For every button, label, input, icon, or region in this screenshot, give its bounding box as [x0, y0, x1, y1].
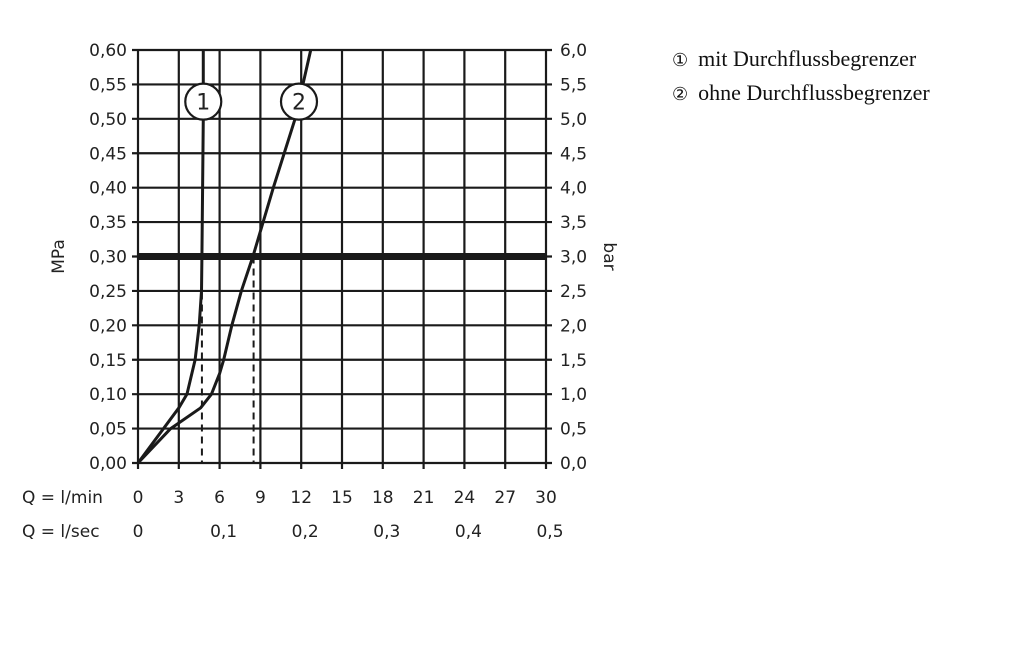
x-tick-label: 15 — [331, 488, 353, 508]
legend-marker: ② — [672, 84, 689, 105]
y-right-tick-label: 5,5 — [560, 75, 587, 95]
x-tick-label: 0 — [133, 488, 144, 508]
x-tick-label: 18 — [372, 488, 394, 508]
y-tick-label: 0,45 — [89, 144, 127, 164]
y-right-tick-label: 1,0 — [560, 385, 587, 405]
y-tick-label: 0,10 — [89, 385, 127, 405]
y-right-tick-label: 6,0 — [560, 41, 587, 61]
y-tick-label: 0,00 — [89, 454, 127, 474]
legend-label: mit Durchflussbegrenzer — [698, 46, 917, 71]
y-tick-label: 0,15 — [89, 351, 127, 371]
series-label-circle-1 — [184, 82, 223, 121]
y-tick-label: 0,50 — [89, 110, 127, 130]
legend: ① mit Durchflussbegrenzer ② ohne Durchflus… — [672, 46, 930, 106]
x-tick-label: 27 — [494, 488, 516, 508]
y-tick-label: 0,35 — [89, 213, 127, 233]
y-tick-label: 0,40 — [89, 179, 127, 199]
y-right-tick-label: 2,0 — [560, 316, 587, 336]
x2-axis-label: Q = l/sec — [22, 522, 100, 542]
y-tick-label: 0,60 — [89, 41, 127, 61]
y-right-tick-label: 1,5 — [560, 351, 587, 371]
y-right-tick-label: 5,0 — [560, 110, 587, 130]
x2-tick-label: 0 — [133, 522, 144, 542]
series-label-circle-2 — [279, 82, 319, 121]
y-right-tick-label: 0,0 — [560, 454, 587, 474]
y-tick-label: 0,25 — [89, 282, 127, 302]
y-tick-label: 0,30 — [89, 248, 127, 268]
x2-tick-label: 0,5 — [536, 522, 563, 542]
x-axis-label: Q = l/min — [22, 488, 103, 508]
legend-marker: ① — [672, 50, 689, 71]
x-tick-label: 21 — [413, 488, 435, 508]
x2-tick-label: 0,2 — [292, 522, 319, 542]
legend-label: ohne Durchflussbegrenzer — [698, 80, 930, 105]
y-tick-label: 0,55 — [89, 75, 127, 95]
series-label-2: 2 — [292, 91, 306, 116]
legend-item-1: ① mit Durchflussbegrenzer — [672, 46, 930, 80]
y-right-tick-label: 2,5 — [560, 282, 587, 302]
y-right-axis-label: bar — [599, 242, 619, 270]
x-tick-label: 6 — [214, 488, 225, 508]
series-label-1: 1 — [196, 91, 210, 116]
y-axis-label: MPa — [49, 239, 69, 274]
y-right-tick-label: 4,0 — [560, 179, 587, 199]
x-tick-label: 24 — [454, 488, 476, 508]
y-tick-label: 0,20 — [89, 316, 127, 336]
x2-tick-label: 0,4 — [455, 522, 482, 542]
series-line-2 — [136, 49, 313, 465]
y-right-tick-label: 0,5 — [560, 420, 587, 440]
x2-tick-label: 0,1 — [210, 522, 237, 542]
x2-tick-label: 0,3 — [373, 522, 400, 542]
y-right-tick-label: 3,5 — [560, 213, 587, 233]
x-tick-label: 9 — [255, 488, 266, 508]
series-line-1 — [136, 50, 205, 464]
y-tick-label: 0,05 — [89, 420, 127, 440]
x-tick-label: 12 — [290, 488, 312, 508]
x-tick-label: 30 — [535, 488, 557, 508]
y-right-tick-label: 3,0 — [560, 248, 587, 268]
x-tick-label: 3 — [173, 488, 184, 508]
y-right-tick-label: 4,5 — [560, 144, 587, 164]
legend-item-2: ② ohne Durchflussbegrenzer — [672, 80, 930, 106]
